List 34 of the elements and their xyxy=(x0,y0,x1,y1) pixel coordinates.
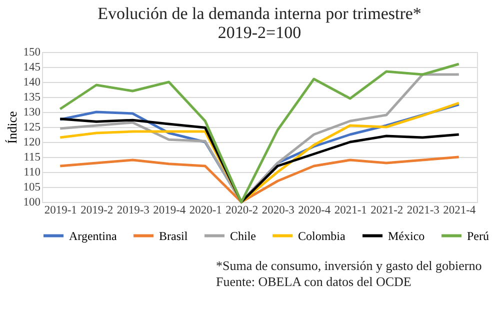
x-tick-label: 2021-1 xyxy=(334,204,368,216)
legend-label: Brasil xyxy=(159,228,188,243)
y-tick-label: 130 xyxy=(23,106,41,118)
y-tick-label: 125 xyxy=(23,122,41,134)
chart-title: Evolución de la demanda interna por trimestre* 2019-2=100 xyxy=(98,4,422,42)
y-tick-label: 115 xyxy=(24,152,41,164)
x-tick-label: 2020-4 xyxy=(298,204,331,216)
y-axis-title: Índice xyxy=(4,111,20,144)
x-tick-label: 2019-1 xyxy=(44,204,78,216)
y-tick-label: 145 xyxy=(23,62,41,74)
source-note: Fuente: OBELA con datos del OCDE xyxy=(216,274,412,289)
y-tick-label: 120 xyxy=(23,136,41,148)
x-tick-label: 2019-3 xyxy=(116,204,150,216)
x-tick-label: 2021-3 xyxy=(406,204,440,216)
legend-label: Chile xyxy=(230,228,256,243)
x-tick-label: 2019-4 xyxy=(153,204,186,216)
x-tick-label: 2021-4 xyxy=(443,204,476,216)
y-tick-label: 105 xyxy=(23,182,41,194)
y-tick-label: 110 xyxy=(24,166,41,178)
x-tick-label: 2021-2 xyxy=(370,204,404,216)
y-tick-label: 100 xyxy=(23,196,41,208)
x-tick-label: 2020-1 xyxy=(189,204,222,216)
x-tick-label: 2019-2 xyxy=(80,204,114,216)
y-tick-label: 150 xyxy=(23,46,41,58)
y-tick-label: 135 xyxy=(23,92,41,104)
legend-label: Perú xyxy=(467,228,489,243)
text: *Suma de consumo, inversión y gasto del gobierno xyxy=(216,258,482,273)
x-tick-label: 2020-2 xyxy=(226,204,258,216)
legend-label: México xyxy=(388,228,425,243)
line-series xyxy=(58,156,460,204)
legend-label: Colombia xyxy=(298,228,346,243)
x-tick-label: 2020-3 xyxy=(262,204,295,216)
legend-label: Argentina xyxy=(69,228,118,243)
y-tick-label: 140 xyxy=(23,76,41,88)
